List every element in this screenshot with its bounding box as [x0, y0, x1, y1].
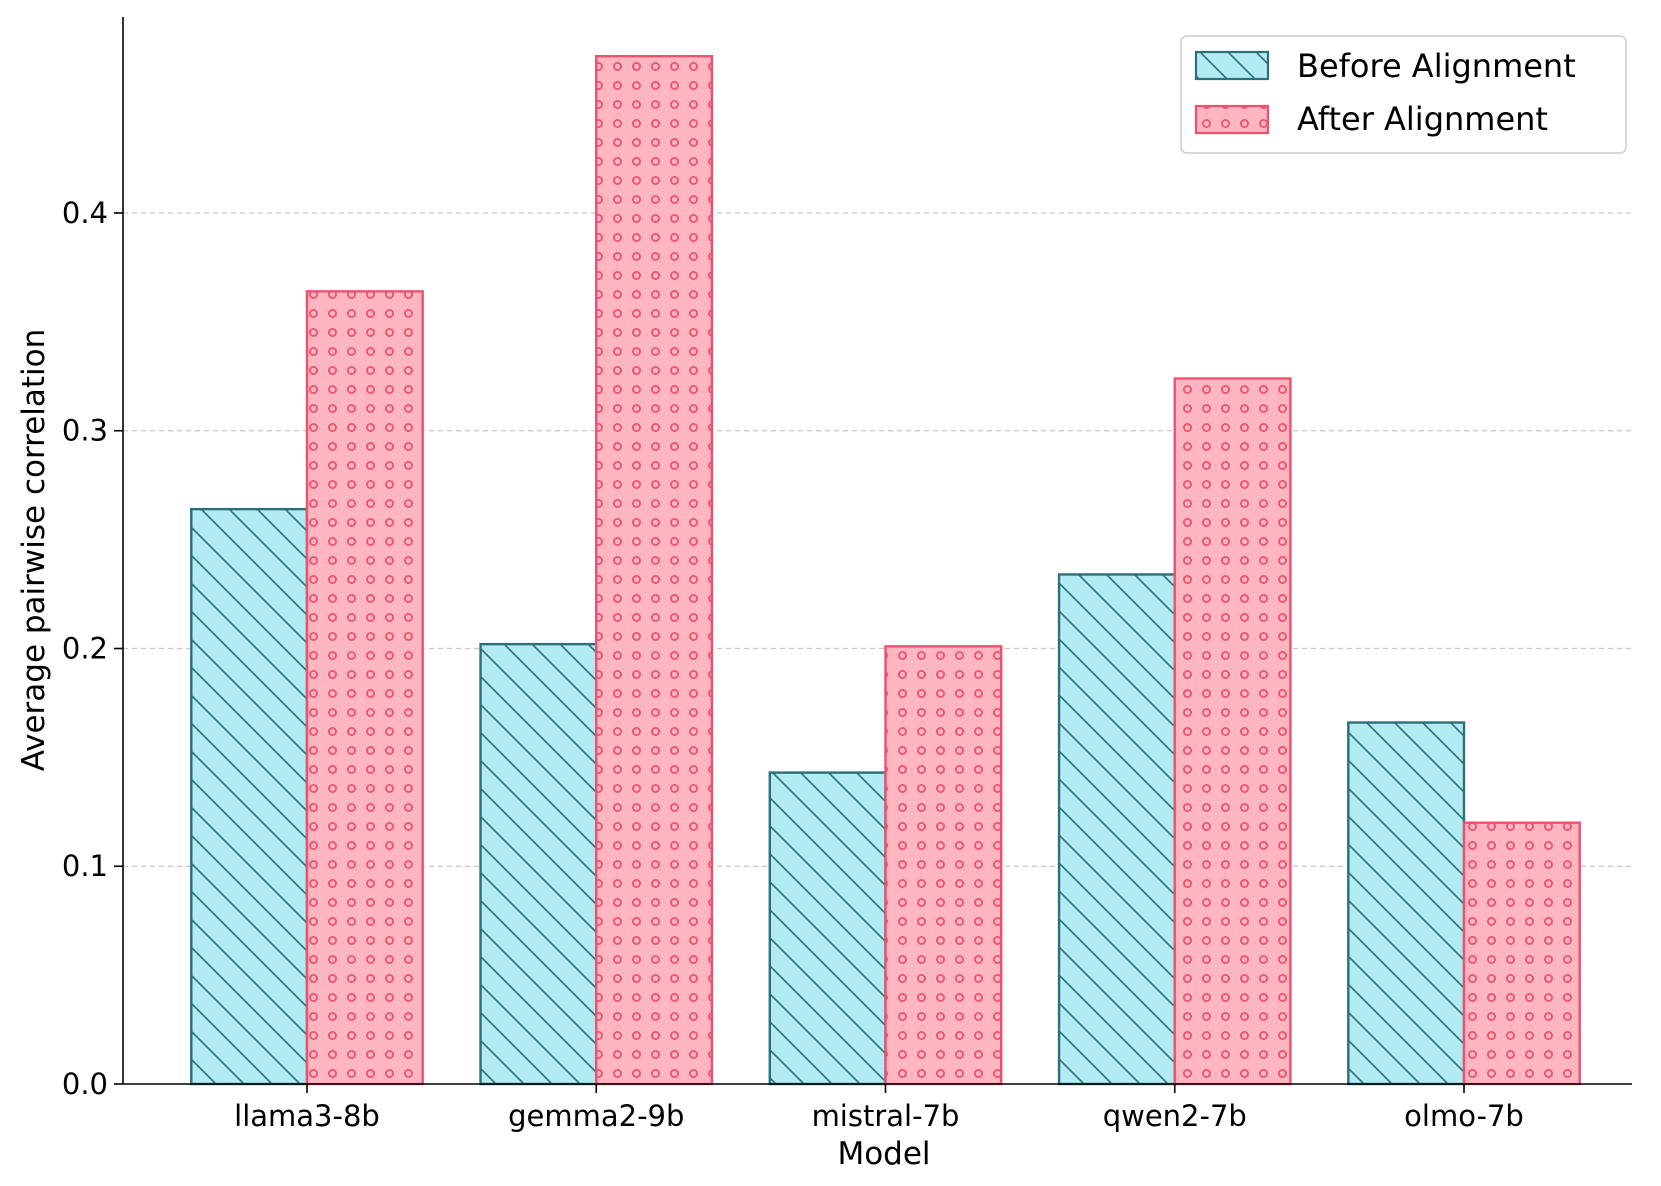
y-tick-label: 0.2: [62, 631, 108, 665]
bar-after-olmo-7b: [1462, 821, 1581, 1086]
x-tick-label: qwen2-7b: [1103, 1099, 1247, 1133]
ticks: 0.0 0.1 0.2 0.3 0.4 llama3-8b gemma2-9b mistral…: [62, 196, 1524, 1133]
bar-before-qwen2-7b: [1057, 573, 1176, 1086]
y-tick-label: 0.0: [62, 1067, 108, 1101]
x-tick-label: olmo-7b: [1404, 1099, 1524, 1133]
legend: Before Alignment After Alignment: [1180, 35, 1627, 154]
x-tick-label: gemma2-9b: [508, 1099, 684, 1133]
legend-swatch-before: [1194, 50, 1270, 81]
legend-frame: [1180, 35, 1627, 154]
y-tick-label: 0.1: [62, 849, 108, 883]
x-axis-title: Model: [837, 1136, 930, 1172]
legend-label-after: After Alignment: [1297, 100, 1548, 138]
y-tick-label: 0.3: [62, 414, 108, 448]
bars: [190, 54, 1581, 1086]
bar-before-llama3-8b: [190, 507, 309, 1086]
bar-before-olmo-7b: [1347, 721, 1466, 1086]
legend-swatch-after: [1194, 104, 1270, 135]
legend-label-before: Before Alignment: [1297, 47, 1576, 85]
bar-before-gemma2-9b: [479, 642, 598, 1086]
bar-before-mistral-7b: [768, 771, 887, 1086]
bar-after-mistral-7b: [884, 645, 1003, 1086]
x-tick-label: llama3-8b: [234, 1099, 380, 1133]
bar-after-gemma2-9b: [595, 54, 714, 1086]
bar-after-qwen2-7b: [1173, 377, 1292, 1086]
axes: [122, 17, 1632, 1085]
bar-after-llama3-8b: [305, 290, 424, 1086]
y-axis-title: Average pairwise correlation: [16, 329, 52, 772]
x-tick-label: mistral-7b: [812, 1099, 960, 1133]
y-tick-label: 0.4: [62, 196, 108, 230]
